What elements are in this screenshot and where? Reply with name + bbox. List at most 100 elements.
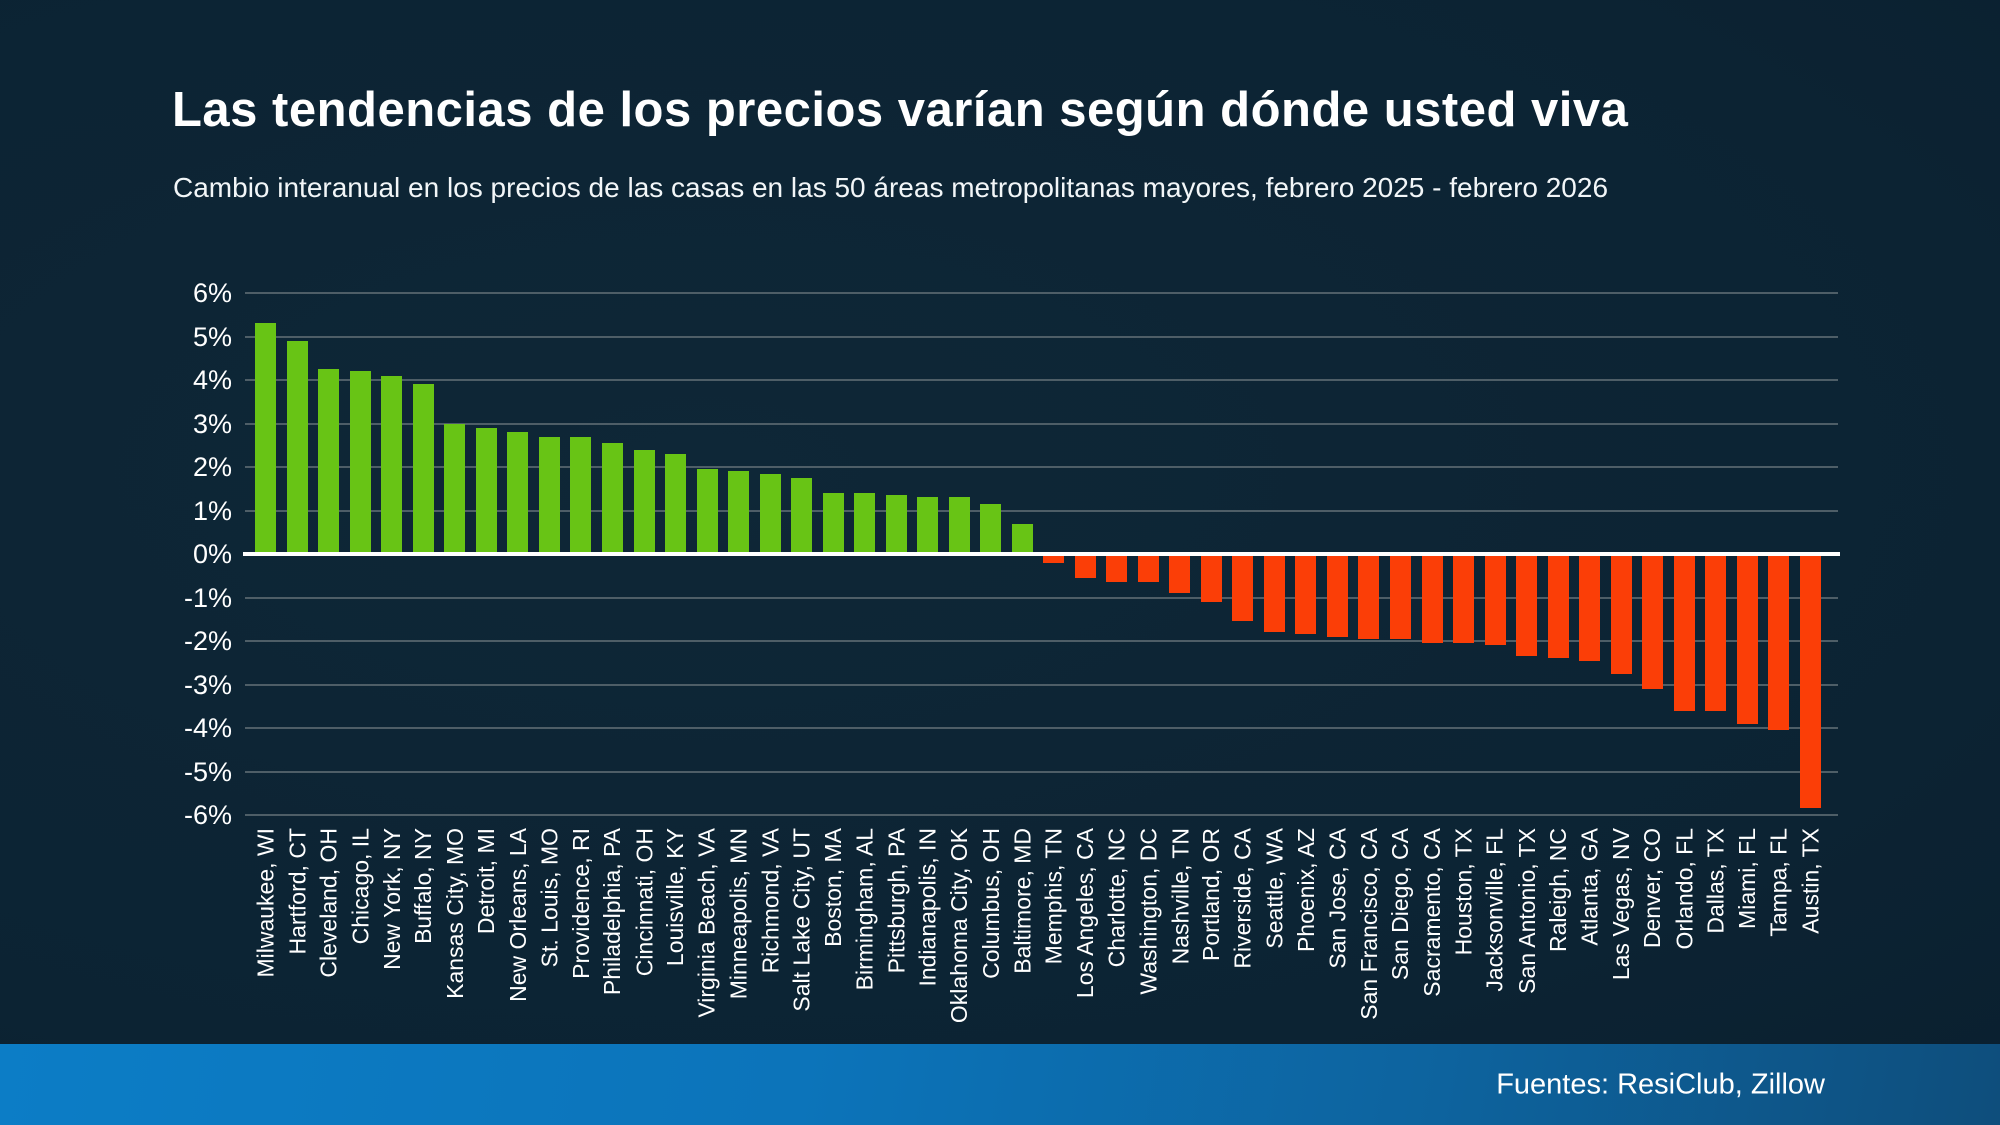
- x-label-cell: Detroit, MI: [471, 822, 503, 1032]
- x-axis-label: New Orleans, LA: [504, 828, 531, 1002]
- gridline: [245, 466, 1838, 468]
- bar-Birmingham, AL: [854, 493, 876, 554]
- gridline: [245, 770, 1838, 773]
- y-tick-label: 4%: [192, 365, 232, 395]
- bar-Orlando, FL: [1673, 554, 1695, 711]
- x-axis-label: Riverside, CA: [1229, 828, 1256, 969]
- x-label-cell: Los Angeles, CA: [1070, 822, 1102, 1032]
- source-credit: Fuentes: ResiClub, Zillow: [1496, 1068, 1825, 1100]
- x-label-cell: Charlotte, NC: [1101, 822, 1133, 1032]
- x-label-cell: Cleveland, OH: [313, 822, 345, 1032]
- x-axis-label: Milwaukee, WI: [252, 828, 279, 978]
- x-axis-label: Memphis, TN: [1040, 828, 1067, 965]
- x-label-cell: Salt Lake City, UT: [786, 822, 818, 1032]
- x-label-cell: Richmond, VA: [754, 822, 786, 1032]
- x-label-cell: Austin, TX: [1794, 822, 1826, 1032]
- x-label-cell: Raleigh, NC: [1542, 822, 1574, 1032]
- x-axis-label: Dallas, TX: [1702, 828, 1729, 934]
- bar-Phoenix, AZ: [1295, 554, 1317, 635]
- bar-Dallas, TX: [1705, 554, 1727, 711]
- bar-Hartford, CT: [286, 340, 308, 554]
- x-label-cell: Chicago, IL: [345, 822, 377, 1032]
- x-label-cell: Portland, OR: [1196, 822, 1228, 1032]
- bar-Austin, TX: [1799, 554, 1821, 809]
- x-label-cell: Miami, FL: [1731, 822, 1763, 1032]
- x-label-cell: San Antonio, TX: [1511, 822, 1543, 1032]
- bar-Seattle, WA: [1263, 554, 1285, 633]
- x-label-cell: Boston, MA: [817, 822, 849, 1032]
- x-label-cell: Cincinnati, OH: [628, 822, 660, 1032]
- x-axis-label: Charlotte, NC: [1103, 828, 1130, 968]
- bar-Riverside, CA: [1232, 554, 1254, 622]
- bar-chart: Las tendencias de los precios varían seg…: [172, 83, 1838, 1032]
- x-label-cell: Denver, CO: [1637, 822, 1669, 1032]
- bar-New Orleans, LA: [507, 432, 529, 554]
- gridline: [245, 640, 1838, 642]
- x-label-cell: Seattle, WA: [1259, 822, 1291, 1032]
- gridline: [245, 292, 1838, 294]
- bar-Indianapolis, IN: [917, 497, 939, 554]
- x-label-cell: Kansas City, MO: [439, 822, 471, 1032]
- x-axis-label: Pittsburgh, PA: [883, 828, 910, 974]
- x-label-cell: Indianapolis, IN: [912, 822, 944, 1032]
- bar-Charlotte, NC: [1106, 554, 1128, 583]
- bar-Nashville, TN: [1169, 554, 1191, 594]
- y-tick-label: -4%: [183, 713, 232, 743]
- x-axis-label: Raleigh, NC: [1545, 828, 1572, 952]
- x-label-cell: Dallas, TX: [1700, 822, 1732, 1032]
- bar-Memphis, TN: [1043, 554, 1065, 563]
- bar-Minneapolis, MN: [728, 471, 750, 554]
- x-axis-label: Las Vegas, NV: [1608, 828, 1635, 981]
- x-axis-label: Sacramento, CA: [1419, 828, 1445, 997]
- x-axis-label: Richmond, VA: [757, 828, 784, 974]
- y-tick-label: -3%: [183, 669, 232, 700]
- x-axis-label: Baltimore, MD: [1009, 828, 1036, 974]
- x-label-cell: Milwaukee, WI: [250, 822, 282, 1032]
- gridline: [245, 596, 1838, 599]
- y-tick-label: 3%: [192, 408, 232, 439]
- x-label-cell: Birmingham, AL: [849, 822, 881, 1032]
- y-tick-label: 5%: [192, 321, 232, 352]
- x-label-cell: Atlanta, GA: [1574, 822, 1606, 1032]
- x-axis-label: Washington, DC: [1135, 828, 1162, 995]
- x-label-cell: Baltimore, MD: [1006, 822, 1038, 1032]
- bar-Las Vegas, NV: [1610, 554, 1632, 674]
- x-axis-label: San Francisco, CA: [1355, 828, 1382, 1020]
- bar-Boston, MA: [822, 493, 844, 554]
- bar-San Jose, CA: [1326, 554, 1348, 637]
- gridline: [245, 727, 1838, 729]
- chart-subtitle: Cambio interanual en los precios de las …: [173, 172, 1609, 203]
- bar-Los Angeles, CA: [1074, 554, 1096, 578]
- bar-Philadelphia, PA: [601, 443, 623, 554]
- x-axis-label: Nashville, TN: [1166, 828, 1193, 965]
- x-axis-label: Chicago, IL: [347, 828, 374, 945]
- x-label-cell: Virginia Beach, VA: [691, 822, 723, 1032]
- x-axis-label: Indianapolis, IN: [914, 828, 941, 987]
- x-axis-label: St. Louis, MO: [536, 828, 563, 968]
- bar-New York, NY: [381, 375, 403, 554]
- bar-Detroit, MI: [475, 427, 497, 554]
- x-label-cell: Pittsburgh, PA: [880, 822, 912, 1032]
- x-axis-label: Austin, TX: [1797, 828, 1824, 934]
- x-label-cell: Minneapolis, MN: [723, 822, 755, 1032]
- gridline: [245, 335, 1838, 338]
- y-tick-label: -5%: [183, 756, 232, 787]
- y-tick-label: 0%: [192, 539, 232, 569]
- bar-Providence, RI: [570, 436, 592, 554]
- x-axis-label: Denver, CO: [1639, 828, 1666, 949]
- bar-Sacramento, CA: [1421, 554, 1443, 644]
- x-axis-label: Oklahoma City, OK: [946, 828, 973, 1024]
- x-axis-label: Hartford, CT: [284, 828, 311, 955]
- x-axis: Milwaukee, WI Hartford, CT Cleveland, OH Ch…: [250, 822, 1826, 1032]
- page-title: Las tendencias de los precios varían seg…: [172, 83, 1629, 137]
- x-axis-label: Phoenix, AZ: [1292, 828, 1319, 953]
- bar-Miami, FL: [1736, 554, 1758, 724]
- bar-Oklahoma City, OK: [948, 497, 970, 554]
- bar-San Antonio, TX: [1516, 554, 1538, 657]
- x-axis-label: Salt Lake City, UT: [788, 828, 815, 1012]
- bar-Atlanta, GA: [1579, 554, 1601, 661]
- x-label-cell: Oklahoma City, OK: [943, 822, 975, 1032]
- x-axis-label: Columbus, OH: [977, 828, 1004, 979]
- x-label-cell: Nashville, TN: [1164, 822, 1196, 1032]
- x-label-cell: Washington, DC: [1133, 822, 1165, 1032]
